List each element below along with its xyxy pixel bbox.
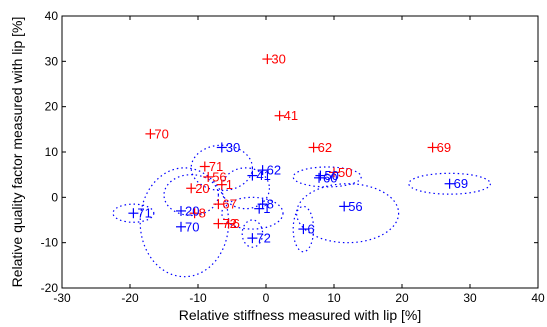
data-point: 62 xyxy=(308,140,332,155)
data-point: 50 xyxy=(329,165,352,180)
y-tick-label: 40 xyxy=(45,9,59,23)
cluster-ellipse xyxy=(221,167,271,210)
point-label: 70 xyxy=(154,126,168,141)
x-tick-label: 20 xyxy=(395,291,409,305)
x-tick-label: -20 xyxy=(121,291,139,305)
cluster-ellipse xyxy=(292,205,315,253)
data-point: 50 xyxy=(315,168,339,183)
point-label: 1 xyxy=(263,201,270,216)
point-label: 50 xyxy=(324,168,338,183)
data-point: 1 xyxy=(254,201,270,216)
cluster-ellipse xyxy=(296,183,400,244)
x-tick-label: 30 xyxy=(463,291,477,305)
data-point: 30 xyxy=(216,140,240,155)
point-label: 41 xyxy=(284,108,298,123)
x-tick-label: 0 xyxy=(263,291,270,305)
x-tick-label: -10 xyxy=(189,291,207,305)
x-tick-label: 10 xyxy=(327,291,341,305)
data-point: 71 xyxy=(199,159,223,174)
point-label: 1 xyxy=(226,177,233,192)
data-point: 1 xyxy=(216,177,233,192)
axis-layer xyxy=(61,15,539,289)
y-tick-label: 30 xyxy=(45,54,59,68)
data-point: 41 xyxy=(274,108,298,123)
point-label: 20 xyxy=(185,203,199,218)
cluster-ellipse xyxy=(190,144,253,192)
y-axis-title: Relative quality factor measured with li… xyxy=(9,17,25,288)
point-label: 72 xyxy=(256,231,270,246)
data-point: 69 xyxy=(444,176,468,191)
point-label: 30 xyxy=(226,140,240,155)
data-point: 62 xyxy=(257,163,281,178)
point-label: 71 xyxy=(209,159,223,174)
point-label: 60 xyxy=(323,170,337,185)
y-tick-label: 0 xyxy=(51,190,58,204)
point-label: 20 xyxy=(195,181,209,196)
x-tick-label: 40 xyxy=(531,291,545,305)
y-tick-label: -10 xyxy=(41,236,59,250)
point-label: 50 xyxy=(338,165,352,180)
cluster-ellipse xyxy=(292,166,362,188)
y-tick-label: 20 xyxy=(45,100,59,114)
data-point: 56 xyxy=(203,169,227,184)
data-point: 41 xyxy=(247,168,271,183)
x-axis-title: Relative stiffness measured with lip [%] xyxy=(179,307,422,323)
point-label: 30 xyxy=(271,52,285,67)
data-point: 6 xyxy=(298,222,315,237)
plot-frame xyxy=(61,15,539,289)
data-point: 8 xyxy=(189,206,206,221)
ellipse-layer xyxy=(112,144,492,278)
point-label: 62 xyxy=(318,140,332,155)
data-point: 70 xyxy=(145,126,169,141)
cluster-ellipse xyxy=(241,219,264,248)
point-label: 56 xyxy=(348,199,362,214)
point-label: 69 xyxy=(454,176,468,191)
point-label: 70 xyxy=(185,219,199,234)
cluster-ellipse xyxy=(163,174,220,217)
point-label: 41 xyxy=(256,168,270,183)
point-label: 6 xyxy=(307,222,314,237)
y-tick-label: -20 xyxy=(41,281,59,295)
x-tick-label: -30 xyxy=(53,291,71,305)
point-label: 6 xyxy=(233,216,240,231)
data-point: 67 xyxy=(213,197,237,212)
point-label: 8 xyxy=(199,206,206,221)
y-tick-label: 10 xyxy=(45,145,59,159)
point-label: 71 xyxy=(137,206,151,221)
point-label: 8 xyxy=(267,197,274,212)
point-label: 69 xyxy=(437,140,451,155)
point-label: 67 xyxy=(222,197,236,212)
data-point: 56 xyxy=(339,199,363,214)
cluster-ellipse xyxy=(112,203,155,223)
data-point: 60 xyxy=(314,170,338,185)
data-point: 30 xyxy=(262,52,286,67)
data-point: 69 xyxy=(427,140,451,155)
point-label: 62 xyxy=(267,163,281,178)
data-point: 20 xyxy=(176,203,199,218)
data-point: 20 xyxy=(186,181,210,196)
cluster-ellipse xyxy=(221,196,284,230)
data-point: 71 xyxy=(128,206,152,221)
point-label: 56 xyxy=(212,169,226,184)
cluster-ellipse xyxy=(408,172,492,195)
data-point: 70 xyxy=(176,219,199,234)
data-point: 6 xyxy=(223,216,240,231)
data-point: 72 xyxy=(247,231,271,246)
